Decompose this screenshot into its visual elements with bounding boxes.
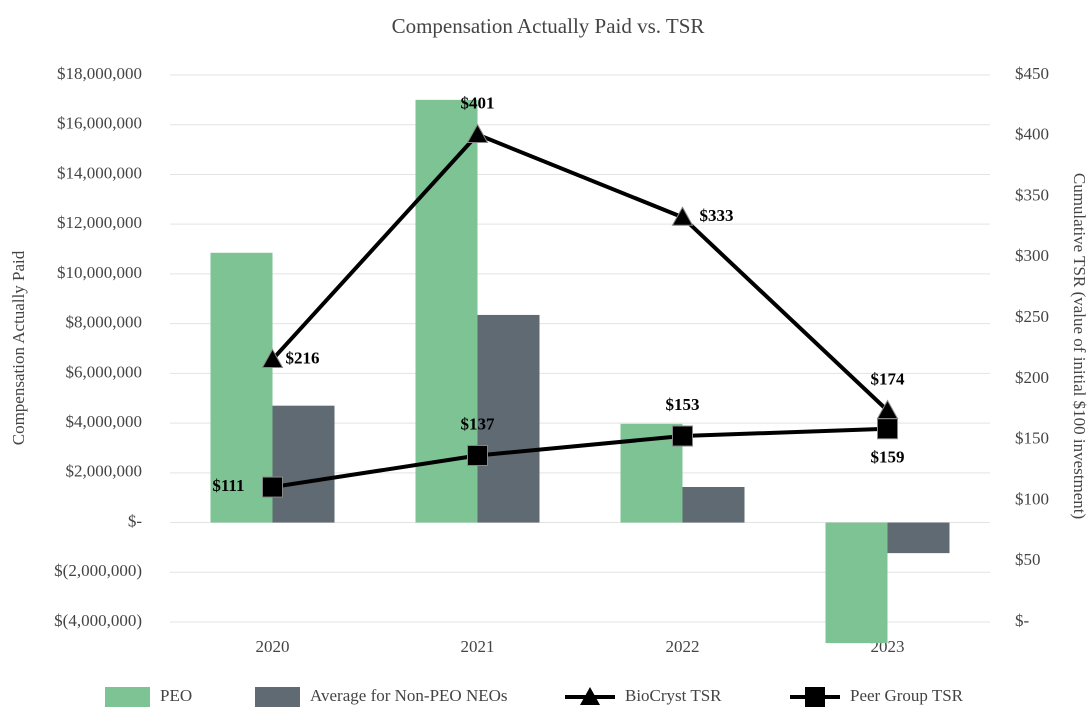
data-label: $174 [871, 369, 906, 388]
legend-label: Average for Non-PEO NEOs [310, 686, 508, 705]
y-tick-label: $- [128, 511, 143, 530]
y2-tick-label: $100 [1015, 489, 1049, 508]
legend-label: Peer Group TSR [850, 686, 964, 705]
bar [682, 486, 745, 523]
y-tick-label: $(4,000,000) [54, 611, 142, 630]
legend-swatch [105, 687, 150, 707]
chart-title: Compensation Actually Paid vs. TSR [392, 14, 705, 38]
data-label: $153 [666, 395, 700, 414]
line [271, 132, 889, 412]
y2-tick-label: $200 [1015, 368, 1049, 387]
bar [887, 522, 950, 554]
y2-tick-label: $400 [1015, 125, 1049, 144]
y-tick-label: $8,000,000 [66, 313, 143, 332]
x-tick-label: 2022 [666, 637, 700, 656]
data-label: $111 [212, 476, 244, 495]
data-label: $137 [461, 414, 496, 433]
y-tick-label: $2,000,000 [66, 462, 143, 481]
legend-marker [580, 687, 600, 705]
y-tick-label: $14,000,000 [57, 163, 142, 182]
y2-tick-label: $- [1015, 611, 1030, 630]
y2-tick-label: $250 [1015, 307, 1049, 326]
legend-label: PEO [160, 686, 192, 705]
bar [272, 405, 335, 523]
y2-tick-label: $350 [1015, 185, 1049, 204]
y2-axis-label: Cumulative TSR (value of initial $100 in… [1070, 173, 1089, 519]
line-marker [262, 476, 283, 498]
y-tick-label: $12,000,000 [57, 213, 142, 232]
y-axis-label: Compensation Actually Paid [9, 250, 28, 445]
y2-tick-label: $50 [1015, 550, 1041, 569]
data-label: $401 [461, 93, 495, 112]
line-marker [671, 206, 694, 226]
y-tick-label: $(2,000,000) [54, 561, 142, 580]
line-marker [672, 425, 693, 447]
y2-tick-label: $450 [1015, 64, 1049, 83]
line-marker [261, 348, 284, 368]
data-label: $333 [700, 206, 734, 225]
y-tick-label: $16,000,000 [57, 114, 142, 133]
y2-tick-label: $150 [1015, 429, 1049, 448]
x-tick-label: 2021 [461, 637, 495, 656]
data-label: $216 [286, 348, 320, 367]
line-marker [466, 123, 489, 144]
y-tick-label: $18,000,000 [57, 64, 142, 83]
bar [825, 522, 888, 644]
legend-marker [805, 687, 825, 707]
line-marker [467, 444, 488, 466]
line-marker [877, 418, 898, 440]
y2-tick-label: $300 [1015, 246, 1049, 265]
y-tick-label: $6,000,000 [66, 362, 143, 381]
x-tick-label: 2020 [256, 637, 290, 656]
bar [477, 314, 540, 523]
legend-label: BioCryst TSR [625, 686, 722, 705]
y-tick-label: $4,000,000 [66, 412, 143, 431]
data-label: $159 [871, 448, 905, 467]
legend-swatch [255, 687, 300, 707]
line [272, 426, 888, 490]
y-tick-label: $10,000,000 [57, 263, 142, 282]
